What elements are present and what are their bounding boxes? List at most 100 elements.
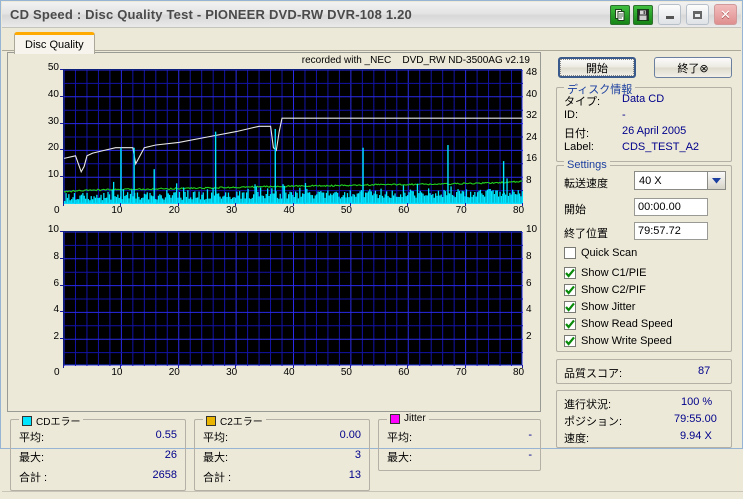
close-button[interactable]: ✕: [714, 4, 737, 25]
titlebar-buttons: ✕: [610, 4, 741, 25]
window-title: CD Speed : Disc Quality Test - PIONEER D…: [10, 7, 412, 22]
c2-error-legend-label: C2エラー: [220, 417, 263, 428]
cd-error-group: CDエラー 平均: 0.55 最大: 26 合計 : 2658: [10, 413, 186, 491]
checkbox-label: Show Write Speed: [581, 335, 672, 347]
x-tick-label: 40: [283, 205, 295, 216]
y-tick-label-left: 8: [53, 250, 59, 262]
minimize-icon: [665, 16, 674, 19]
disc-info-label: 日付:: [564, 128, 590, 140]
exit-button[interactable]: 終了⊗: [654, 57, 732, 78]
x-tick-label: 0: [54, 367, 60, 378]
end-position-input[interactable]: 79:57.72: [634, 222, 708, 240]
chevron-down-icon[interactable]: [707, 172, 725, 189]
cd-error-legend-label: CDエラー: [36, 417, 81, 428]
y-tick-label-left: 50: [47, 62, 59, 73]
y-tick-label-right: 2: [526, 331, 532, 343]
x-tick-label: 0: [54, 205, 60, 216]
c2-error-row-value: 3: [354, 449, 361, 461]
minimize-button[interactable]: [658, 4, 681, 25]
y-tick-label-left: 10: [47, 224, 59, 235]
jitter-color-swatch: [390, 413, 400, 424]
bottom-chart-plot[interactable]: [63, 231, 523, 366]
c2-error-row-value: 13: [348, 469, 361, 481]
checkbox-show-jitter[interactable]: Show Jitter: [564, 301, 635, 313]
y-tick-label-right: 4: [526, 304, 532, 316]
cd-error-row-value: 0.55: [155, 429, 177, 441]
c2-error-legend: C2エラー: [203, 413, 266, 428]
checkbox-quick-scan[interactable]: Quick Scan: [564, 247, 637, 259]
checkbox-box: [564, 318, 576, 330]
y-tick-label-left: 10: [47, 169, 59, 181]
checkbox-label: Show C2/PIF: [581, 284, 646, 296]
quality-score-group: [556, 359, 732, 384]
c2-error-row-value: 0.00: [339, 429, 361, 441]
x-tick-label: 60: [398, 205, 410, 216]
maximize-icon: [693, 10, 702, 19]
x-tick-label: 70: [455, 205, 467, 216]
c2-error-row-label: 平均:: [203, 432, 229, 444]
tab-disc-quality[interactable]: Disc Quality: [14, 32, 95, 54]
checkbox-label: Show C1/PIE: [581, 267, 647, 279]
maximize-button[interactable]: [686, 4, 709, 25]
disc-info-value: -: [622, 109, 626, 121]
top-chart-plot[interactable]: [63, 69, 523, 204]
checkbox-show-c1-pie[interactable]: Show C1/PIE: [564, 267, 646, 279]
title-bar: CD Speed : Disc Quality Test - PIONEER D…: [2, 2, 741, 28]
start-button[interactable]: 開始: [558, 57, 636, 78]
progress-group: [556, 390, 732, 448]
start-button-label: 開始: [586, 62, 608, 75]
x-tick-label: 80: [513, 205, 525, 216]
checkbox-box: [564, 335, 576, 347]
jitter-group: Jitter 平均: - 最大: -: [378, 413, 541, 471]
x-tick-label: 20: [168, 367, 180, 378]
x-tick-label: 40: [283, 367, 295, 378]
checkbox-label: Show Read Speed: [581, 318, 673, 330]
end-position-label: 終了位置: [564, 228, 608, 240]
disc-info-label: ID:: [564, 109, 579, 121]
y-tick-label-right: 8: [526, 174, 532, 186]
jitter-legend-label: Jitter: [404, 413, 426, 424]
copy-icon[interactable]: [610, 4, 630, 25]
window-bottom-strip: [2, 491, 743, 499]
end-position-value: 79:57.72: [638, 225, 681, 237]
y-tick-label-left: 20: [47, 142, 59, 154]
c2-error-row-label: 最大:: [203, 452, 229, 464]
checkbox-label: Quick Scan: [581, 247, 638, 259]
right-panel: 開始 終了⊗ ディスク情報 タイプ: Data CD ID: - 日付: 26 …: [546, 52, 738, 448]
cd-error-row-label: 合計 :: [19, 472, 48, 484]
start-position-input[interactable]: 00:00.00: [634, 198, 708, 216]
disc-info-title: ディスク情報: [564, 81, 636, 97]
c2-error-row-label: 合計 :: [203, 472, 232, 484]
save-icon[interactable]: [633, 4, 653, 25]
speed-value: 9.94 X: [680, 430, 712, 442]
close-icon: ✕: [720, 7, 731, 22]
disc-info-group: ディスク情報: [556, 81, 732, 162]
x-tick-label: 10: [111, 367, 123, 378]
checkbox-show-read-speed[interactable]: Show Read Speed: [564, 318, 673, 330]
disc-info-label: Label:: [564, 141, 594, 153]
speed-label: 速度:: [564, 433, 590, 445]
checkbox-box: [564, 247, 576, 259]
position-label: ポジション:: [564, 416, 623, 428]
jitter-row-label: 平均:: [387, 432, 413, 444]
cd-error-row-value: 2658: [152, 469, 177, 481]
y-tick-label-left: 30: [47, 115, 59, 127]
position-value: 79:55.00: [674, 413, 717, 425]
jitter-row-label: 最大:: [387, 452, 413, 464]
disc-info-value: 26 April 2005: [622, 125, 687, 137]
y-tick-label-left: 4: [53, 304, 59, 316]
tab-strip: Disc Quality: [2, 28, 741, 54]
jitter-legend: Jitter: [387, 413, 429, 424]
checkbox-show-write-speed[interactable]: Show Write Speed: [564, 335, 672, 347]
checkbox-label: Show Jitter: [581, 301, 636, 313]
tab-label: Disc Quality: [25, 38, 84, 51]
start-position-label: 開始: [564, 204, 586, 216]
y-tick-label-right: 10: [526, 224, 538, 235]
checkbox-show-c2-pif[interactable]: Show C2/PIF: [564, 284, 646, 296]
y-tick-label-left: 6: [53, 277, 59, 289]
x-tick-label: 50: [340, 205, 352, 216]
disc-info-value: Data CD: [622, 93, 665, 105]
graph-panel: recorded with _NEC DVD_RW ND-3500AG v2.1…: [7, 52, 541, 412]
transfer-speed-select[interactable]: 40 X: [634, 171, 726, 190]
